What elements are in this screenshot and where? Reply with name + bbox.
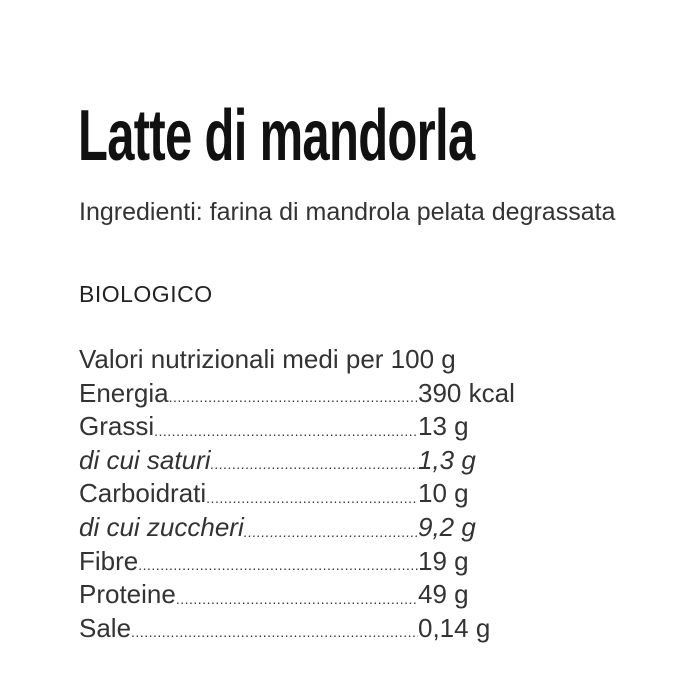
nutrition-row: Carboidrati 10 g: [79, 477, 515, 511]
nutrition-table: Valori nutrizionali medi per 100 g Energ…: [79, 343, 515, 645]
nutrition-row: Grassi 13 g: [79, 410, 515, 444]
dot-leader: [206, 485, 418, 511]
nutrition-row: Fibre 19 g: [79, 545, 515, 579]
nutrition-label-wrap: Grassi: [79, 410, 418, 444]
nutrient-name: di cui saturi: [79, 444, 211, 475]
dot-leader: [154, 418, 418, 444]
nutrient-name: Energia: [79, 377, 169, 408]
nutrient-value: 390 kcal: [418, 377, 515, 408]
nutrition-label-wrap: Energia: [79, 377, 418, 411]
nutrition-row: Sale 0,14 g: [79, 612, 515, 646]
nutrient-name: Proteine: [79, 579, 176, 610]
nutrition-row: di cui saturi 1,3 g: [79, 444, 515, 478]
product-title: Latte di mandorla: [78, 96, 475, 176]
nutrition-row: Energia 390 kcal: [79, 377, 515, 411]
nutrient-value: 9,2 g: [418, 511, 476, 542]
nutrition-label-wrap: Carboidrati: [79, 477, 418, 511]
dot-leader: [176, 586, 418, 612]
dot-leader: [169, 384, 418, 410]
dot-leader: [244, 519, 418, 545]
nutrient-name: Carboidrati: [79, 478, 207, 509]
nutrient-name: Sale: [79, 612, 132, 643]
dot-leader: [131, 619, 418, 645]
nutrition-label-wrap: Fibre: [79, 545, 418, 579]
nutrition-label-wrap: di cui zuccheri: [79, 511, 418, 545]
nutrient-value: 13 g: [418, 411, 469, 442]
nutrient-value: 49 g: [418, 579, 469, 610]
organic-label: BIOLOGICO: [79, 281, 213, 307]
nutrient-value: 0,14 g: [418, 612, 491, 643]
nutrition-label-wrap: di cui saturi: [79, 444, 418, 478]
nutrient-value: 1,3 g: [418, 444, 476, 475]
ingredients-text: Ingredienti: farina di mandrola pelata d…: [79, 198, 616, 226]
nutrition-label-wrap: Proteine: [79, 578, 418, 612]
nutrition-label-wrap: Sale: [79, 612, 418, 646]
nutrition-heading: Valori nutrizionali medi per 100 g: [79, 344, 456, 374]
nutrient-name: Fibre: [79, 545, 139, 576]
dot-leader: [138, 552, 418, 578]
nutrient-value: 10 g: [418, 478, 469, 509]
dot-leader: [211, 451, 419, 477]
nutrition-row: di cui zuccheri 9,2 g: [79, 511, 515, 545]
nutrient-value: 19 g: [418, 545, 469, 576]
nutrient-name: Grassi: [79, 411, 155, 442]
nutrient-name: di cui zuccheri: [79, 511, 244, 542]
nutrition-row: Proteine 49 g: [79, 578, 515, 612]
